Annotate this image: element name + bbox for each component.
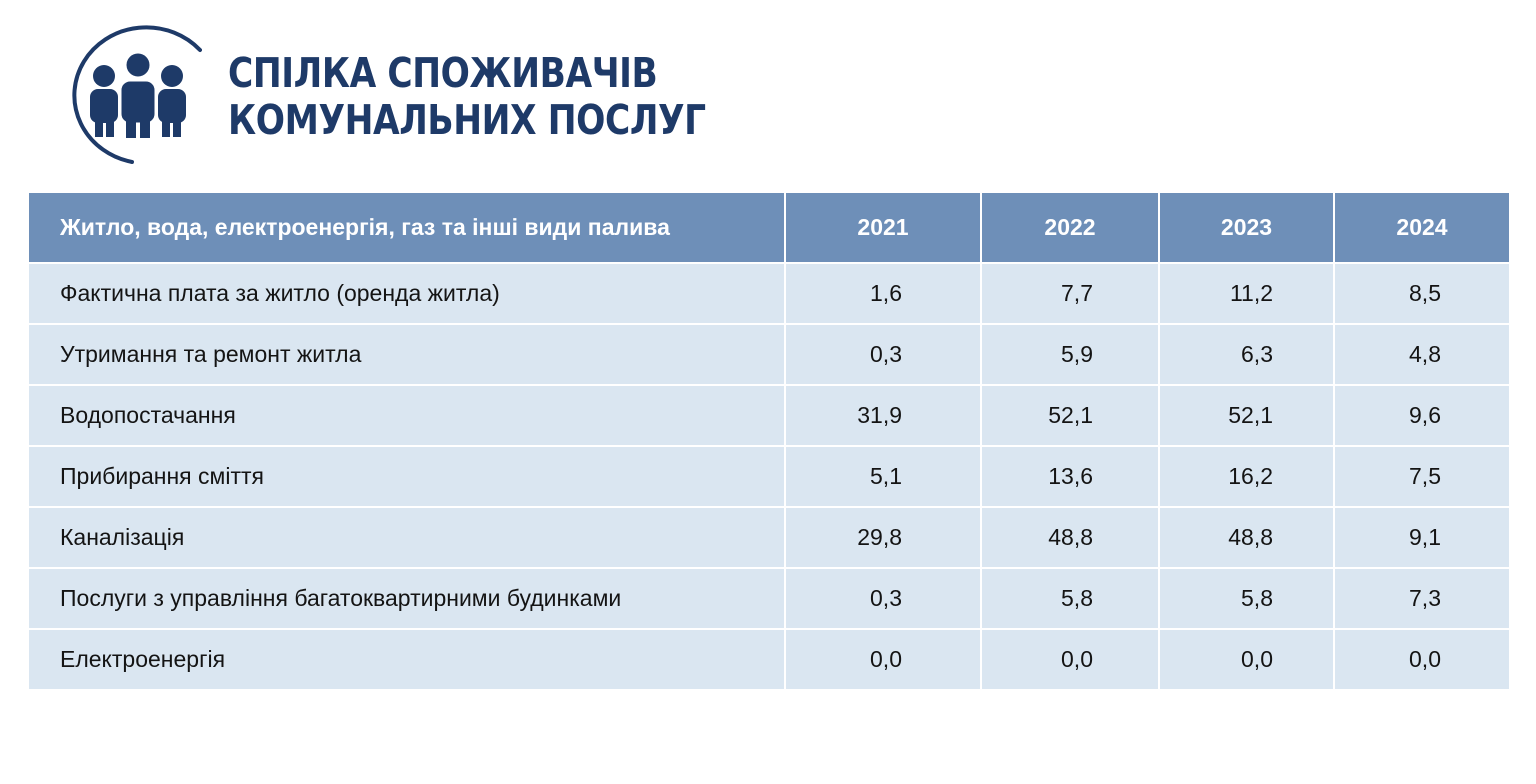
cell-value: 0,0 [980,628,1159,689]
table-row: Прибирання сміття 5,1 13,6 16,2 7,5 [29,445,1509,507]
cell-value: 5,1 [784,445,981,507]
header-year: 2021 [784,193,981,263]
cell-value: 16,2 [1158,445,1334,507]
logo: СПІЛКА СПОЖИВАЧІВ КОМУНАЛЬНИХ ПОСЛУГ [52,22,706,167]
cell-value: 6,3 [1158,323,1334,385]
cell-value: 0,3 [784,567,981,629]
table-row: Утримання та ремонт житла 0,3 5,9 6,3 4,… [29,323,1509,385]
header-category: Житло, вода, електроенергія, газ та інші… [29,193,785,263]
table-row: Послуги з управління багатоквартирними б… [29,567,1509,629]
cell-value: 29,8 [784,506,981,568]
organization-name: СПІЛКА СПОЖИВАЧІВ КОМУНАЛЬНИХ ПОСЛУГ [228,50,706,144]
organization-name-line2: КОМУНАЛЬНИХ ПОСЛУГ [228,96,706,144]
cell-value: 8,5 [1333,262,1509,324]
cell-value: 0,0 [1333,628,1509,689]
header-year: 2022 [980,193,1159,263]
row-label: Каналізація [29,506,785,568]
cell-value: 11,2 [1158,262,1334,324]
cell-value: 13,6 [980,445,1159,507]
table-header-row: Житло, вода, електроенергія, газ та інші… [29,193,1509,263]
organization-name-line1: СПІЛКА СПОЖИВАЧІВ [228,49,658,97]
row-label: Фактична плата за житло (оренда житла) [29,262,785,324]
table-row: Каналізація 29,8 48,8 48,8 9,1 [29,506,1509,568]
table-row: Електроенергія 0,0 0,0 0,0 0,0 [29,628,1509,689]
price-change-table: Житло, вода, електроенергія, газ та інші… [29,193,1509,689]
header-year: 2023 [1158,193,1334,263]
row-label: Прибирання сміття [29,445,785,507]
cell-value: 48,8 [980,506,1159,568]
cell-value: 5,8 [980,567,1159,629]
cell-value: 1,6 [784,262,981,324]
cell-value: 0,0 [1158,628,1334,689]
cell-value: 0,0 [784,628,981,689]
cell-value: 52,1 [980,384,1159,446]
cell-value: 5,9 [980,323,1159,385]
cell-value: 7,3 [1333,567,1509,629]
cell-value: 7,7 [980,262,1159,324]
row-label: Електроенергія [29,628,785,689]
people-group-logo-icon [72,25,202,164]
cell-value: 48,8 [1158,506,1334,568]
cell-value: 31,9 [784,384,981,446]
cell-value: 4,8 [1333,323,1509,385]
cell-value: 0,3 [784,323,981,385]
header-year: 2024 [1333,193,1509,263]
row-label: Послуги з управління багатоквартирними б… [29,567,785,629]
cell-value: 52,1 [1158,384,1334,446]
cell-value: 7,5 [1333,445,1509,507]
cell-value: 9,1 [1333,506,1509,568]
cell-value: 9,6 [1333,384,1509,446]
table-row: Водопостачання 31,9 52,1 52,1 9,6 [29,384,1509,446]
row-label: Утримання та ремонт житла [29,323,785,385]
table-row: Фактична плата за житло (оренда житла) 1… [29,262,1509,324]
cell-value: 5,8 [1158,567,1334,629]
row-label: Водопостачання [29,384,785,446]
